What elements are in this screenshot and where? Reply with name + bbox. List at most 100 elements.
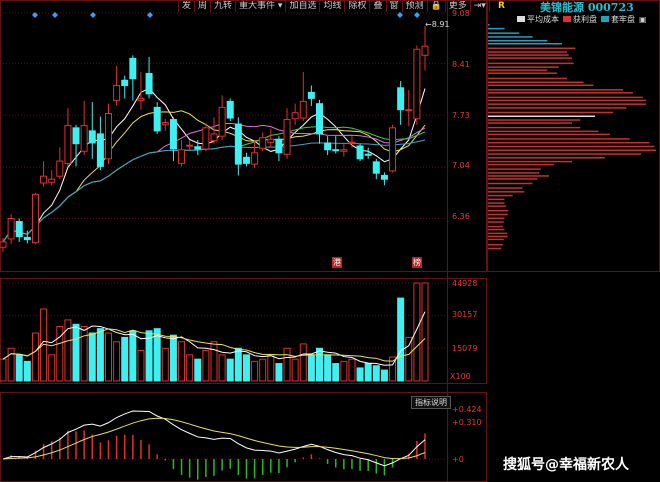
chip-bar (488, 103, 647, 105)
volume-bar (105, 332, 112, 382)
chip-bar (488, 225, 503, 228)
price-tick: 9.08 (452, 9, 470, 18)
volume-bar (259, 358, 267, 382)
stock-name: 美锦能源 (540, 1, 584, 14)
volume-bar (15, 354, 23, 382)
event-marker[interactable]: 榜 (412, 257, 422, 268)
settings-icon[interactable]: ▣ (639, 15, 647, 24)
candle-body (380, 174, 388, 180)
chip-bar (488, 115, 596, 118)
toolbar-item[interactable]: 除权 (345, 0, 371, 12)
volume-bar (137, 349, 145, 382)
chip-bar (488, 198, 505, 201)
candle-body (226, 100, 234, 119)
candle-body (267, 138, 275, 143)
chip-bar (488, 217, 505, 220)
volume-bar (88, 332, 96, 382)
toolbar-item[interactable]: 九转 (211, 0, 237, 12)
volume-bar (356, 367, 364, 382)
toolbar-item[interactable]: ⇥▾ (471, 0, 490, 12)
macd-tick: +0.310 (452, 418, 482, 427)
chip-bar (488, 51, 568, 53)
toolbar-item[interactable]: 周 (195, 0, 212, 12)
macd-tick: +0.424 (452, 405, 482, 414)
candle-body (316, 103, 323, 135)
panel-mode[interactable]: R (498, 1, 505, 11)
candle-body (121, 79, 129, 87)
volume-bar (161, 347, 169, 382)
chip-bar (488, 54, 569, 56)
volume-tick: 15079 (452, 344, 478, 353)
volume-bar (178, 341, 186, 382)
chip-bar (488, 130, 599, 133)
volume-bar (80, 325, 88, 382)
chip-bar (488, 235, 508, 238)
volume-bar (267, 354, 275, 382)
candle-body (48, 178, 56, 183)
event-diamond-icon (32, 12, 38, 18)
candle-body (202, 127, 210, 150)
candle-body (356, 145, 364, 160)
chip-bar (488, 99, 647, 102)
volume-bar (226, 358, 234, 382)
chip-bar (488, 141, 650, 144)
toolbar-item[interactable]: 重大事件 ▾ (236, 0, 287, 12)
candle-body (64, 125, 72, 164)
chip-bar (488, 42, 563, 45)
chip-bar (488, 238, 504, 241)
toolbar-item[interactable]: 发 (179, 0, 196, 12)
candle-body (397, 87, 405, 111)
toolbar-item[interactable]: 窗 (387, 0, 403, 12)
chip-bar (488, 27, 505, 30)
candle-body (194, 146, 202, 150)
volume-bar (364, 363, 372, 382)
volume-bar (421, 282, 429, 382)
candle-body (31, 193, 39, 244)
chip-bar (488, 182, 533, 185)
candle-body (299, 100, 307, 119)
volume-bar (275, 363, 283, 382)
chip-bar (488, 149, 656, 152)
chip-bar (488, 243, 503, 246)
chart-toolbar: 发周九转 重大事件 ▾ 加自选 均线 除权叠窗预测 🔒 更多 ⇥▾ (178, 0, 490, 12)
volume-bar (23, 360, 31, 382)
volume-bar (202, 349, 210, 382)
chip-bar (488, 36, 533, 38)
toolbar-item[interactable]: 更多 (446, 0, 471, 12)
chip-bar (488, 194, 513, 197)
volume-tick: 44928 (452, 279, 478, 288)
event-marker[interactable]: 港 (332, 257, 342, 268)
event-diamond-icon (90, 12, 96, 18)
volume-bar (169, 334, 177, 382)
toolbar-item[interactable]: 加自选 (286, 0, 321, 12)
volume-bar (397, 297, 405, 382)
chip-bar (488, 119, 581, 121)
volume-bar (72, 323, 80, 382)
volume-bar (405, 336, 413, 382)
candle-body (340, 149, 348, 152)
chip-bar (488, 24, 490, 26)
chip-bar (488, 168, 541, 170)
toolbar-item[interactable]: 🔒 (428, 0, 446, 12)
candle-body (348, 141, 356, 144)
toolbar-item[interactable]: 叠 (370, 0, 387, 12)
event-diamond-icon (414, 12, 420, 18)
indicator-help-button[interactable]: 指标说明 (411, 396, 451, 409)
stock-title: 美锦能源 000723 (540, 0, 634, 15)
chip-bar (488, 157, 605, 159)
volume-bar (413, 282, 421, 382)
toolbar-item[interactable]: 预测 (403, 0, 428, 12)
toolbar-item[interactable]: 均线 (320, 0, 346, 12)
event-diamond-icon (147, 12, 153, 18)
candle-body (307, 91, 315, 99)
volume-bar (380, 369, 388, 382)
volume-bar (113, 341, 121, 382)
candle-body (96, 133, 104, 167)
chip-bar (488, 221, 504, 223)
candle-body (372, 161, 380, 174)
volume-bar (307, 354, 315, 382)
candle-body (186, 144, 194, 147)
chip-bar (488, 72, 558, 74)
volume-bar (7, 347, 15, 382)
